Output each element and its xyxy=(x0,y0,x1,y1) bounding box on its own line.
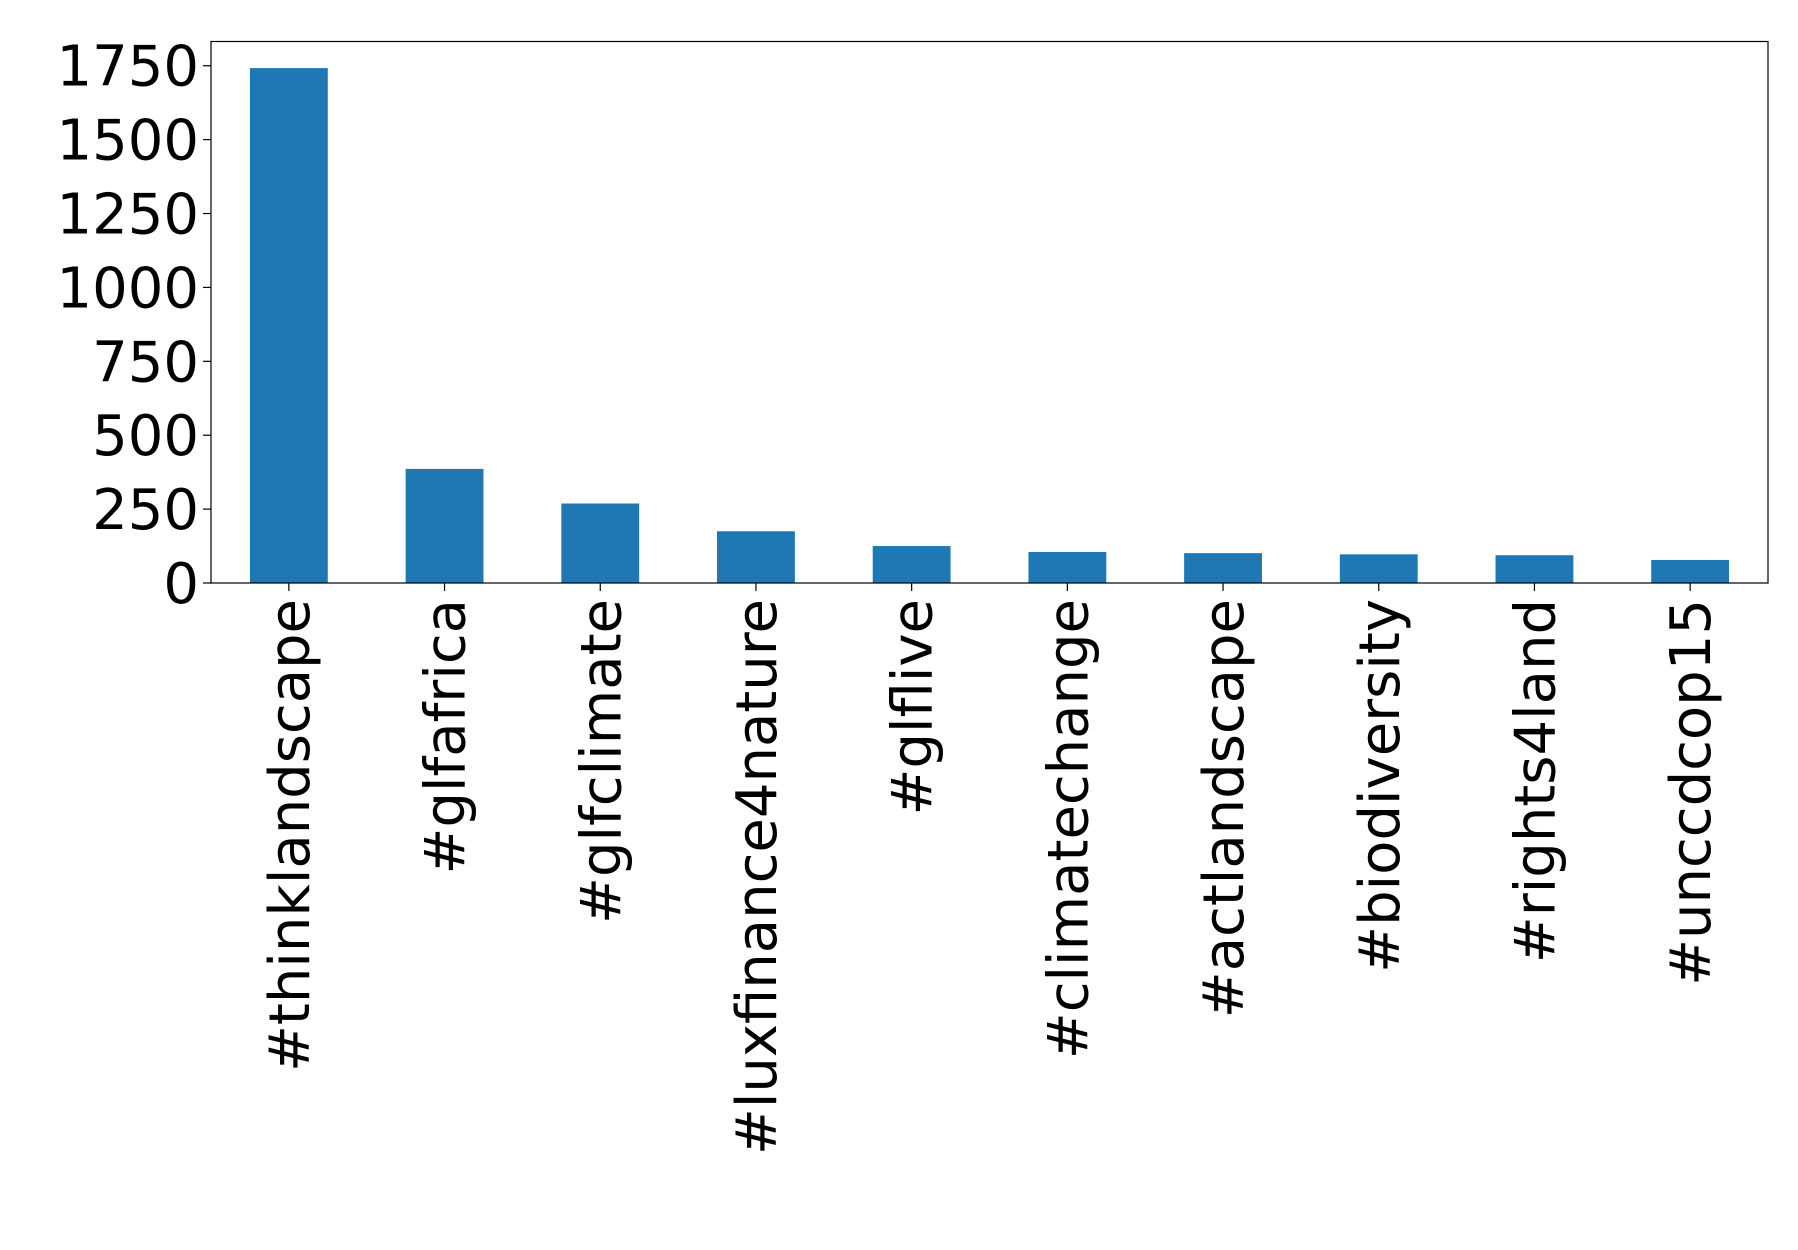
x-tick-label: #biodiversity xyxy=(1348,599,1413,973)
x-tick-label: #thinklandscape xyxy=(258,599,323,1072)
x-tick-label: #luxfinance4nature xyxy=(725,599,790,1155)
y-tick-label: 0 xyxy=(163,552,199,617)
bar xyxy=(1184,553,1262,583)
y-tick-label: 750 xyxy=(92,330,199,395)
x-tick-label: #glflive xyxy=(881,599,946,815)
bar xyxy=(1028,551,1107,583)
y-tick-label: 1000 xyxy=(56,256,199,321)
x-tick-label: #rights4land xyxy=(1503,599,1568,963)
bar xyxy=(872,546,951,583)
bar xyxy=(1339,554,1418,583)
bar xyxy=(405,468,484,583)
plot-frame xyxy=(210,40,1769,584)
y-tick-label: 500 xyxy=(92,404,199,469)
bar xyxy=(249,68,328,584)
y-tick-label: 250 xyxy=(92,478,199,543)
y-tick-label: 1750 xyxy=(56,35,199,100)
x-tick-label: #unccdcop15 xyxy=(1659,599,1724,986)
y-tick-label: 1500 xyxy=(56,109,199,174)
x-tick-label: #actlandscape xyxy=(1192,599,1257,1018)
x-tick-label: #climatechange xyxy=(1036,599,1101,1059)
bar xyxy=(1495,555,1574,583)
bar xyxy=(1651,559,1730,583)
bar xyxy=(561,503,640,583)
x-tick-label: #glfclimate xyxy=(569,599,634,924)
x-tick-label: #glfafrica xyxy=(414,599,479,874)
y-tick-label: 1250 xyxy=(56,183,199,248)
bar xyxy=(717,531,795,583)
